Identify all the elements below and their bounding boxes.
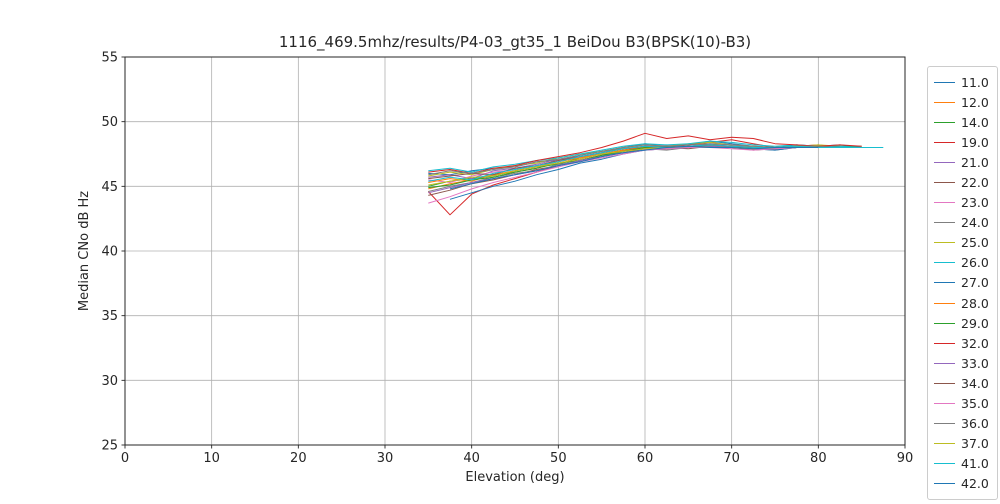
grid-lines <box>124 56 906 446</box>
legend-line-swatch <box>934 141 955 143</box>
legend-line-swatch <box>934 382 955 384</box>
x-tick-label: 70 <box>723 451 740 466</box>
legend-item-28.0: 28.0 <box>934 293 991 313</box>
x-tick-label: 60 <box>637 451 654 466</box>
legend-label: 27.0 <box>961 275 989 291</box>
legend-line-swatch <box>934 242 955 244</box>
legend-label: 29.0 <box>961 315 989 331</box>
legend-item-34.0: 34.0 <box>934 373 991 393</box>
legend-line-swatch <box>934 262 955 264</box>
legend-item-24.0: 24.0 <box>934 213 991 233</box>
legend-label: 14.0 <box>961 114 989 130</box>
legend-line-swatch <box>934 322 955 324</box>
series-lines <box>427 132 884 216</box>
legend-line-swatch <box>934 222 955 224</box>
legend-item-36.0: 36.0 <box>934 414 991 434</box>
legend-item-11.0: 11.0 <box>934 72 991 92</box>
legend-label: 22.0 <box>961 175 989 191</box>
legend-label: 23.0 <box>961 195 989 211</box>
legend-item-42.0: 42.0 <box>934 474 991 494</box>
series-line-32.0 <box>428 132 862 174</box>
legend-line-swatch <box>934 362 955 364</box>
y-tick-label: 40 <box>101 245 118 260</box>
legend-item-12.0: 12.0 <box>934 92 991 112</box>
legend-line-swatch <box>934 282 955 284</box>
x-tick-label: 80 <box>810 451 827 466</box>
legend-item-19.0: 19.0 <box>934 132 991 152</box>
legend-item-33.0: 33.0 <box>934 353 991 373</box>
legend-label: 25.0 <box>961 235 989 251</box>
legend-item-41.0: 41.0 <box>934 454 991 474</box>
legend-line-swatch <box>934 202 955 204</box>
legend-label: 19.0 <box>961 134 989 150</box>
legend-label: 26.0 <box>961 255 989 271</box>
legend-item-14.0: 14.0 <box>934 112 991 132</box>
legend-label: 28.0 <box>961 295 989 311</box>
legend-label: 32.0 <box>961 335 989 351</box>
legend-item-23.0: 23.0 <box>934 193 991 213</box>
y-tick-label: 35 <box>101 309 118 324</box>
x-tick-label: 30 <box>377 451 394 466</box>
legend-line-swatch <box>934 81 955 83</box>
legend-item-25.0: 25.0 <box>934 233 991 253</box>
x-tick-label: 0 <box>121 451 129 466</box>
x-tick-label: 50 <box>550 451 567 466</box>
legend-item-32.0: 32.0 <box>934 333 991 353</box>
legend-item-35.0: 35.0 <box>934 394 991 414</box>
legend-line-swatch <box>934 302 955 304</box>
x-axis-label: Elevation (deg) <box>465 470 564 485</box>
chart-title: 1116_469.5mhz/results/P4-03_gt35_1 BeiDo… <box>279 33 751 52</box>
legend: 11.0 12.0 14.0 19.0 21.0 22.0 23.0 24.0 25.0 26.0… <box>927 66 998 500</box>
legend-label: 37.0 <box>961 436 989 452</box>
y-axis-label: Median CNo dB Hz <box>77 191 92 311</box>
legend-label: 33.0 <box>961 355 989 371</box>
legend-label: 41.0 <box>961 456 989 472</box>
legend-item-21.0: 21.0 <box>934 152 991 172</box>
legend-label: 36.0 <box>961 416 989 432</box>
x-tick-label: 10 <box>203 451 220 466</box>
y-tick-label: 55 <box>101 51 118 66</box>
series-line-41.0 <box>428 144 884 182</box>
legend-line-swatch <box>934 101 955 103</box>
y-tick-label: 45 <box>101 180 118 195</box>
x-tick-label: 40 <box>463 451 480 466</box>
legend-line-swatch <box>934 182 955 184</box>
legend-line-swatch <box>934 121 955 123</box>
legend-line-swatch <box>934 483 955 485</box>
series-line-35.0 <box>428 147 797 204</box>
legend-item-29.0: 29.0 <box>934 313 991 333</box>
axes: 0 10 20 30 40 50 60 70 80 90 25 30 35 40 45 50 55 <box>101 51 913 467</box>
legend-label: 34.0 <box>961 375 989 391</box>
legend-item-27.0: 27.0 <box>934 273 991 293</box>
legend-line-swatch <box>934 403 955 405</box>
legend-label: 11.0 <box>961 74 989 90</box>
y-tick-label: 25 <box>101 439 118 454</box>
series-line-26.0 <box>428 140 862 173</box>
x-tick-label: 90 <box>897 451 914 466</box>
legend-line-swatch <box>934 161 955 163</box>
legend-label: 12.0 <box>961 94 989 110</box>
legend-line-swatch <box>934 342 955 344</box>
legend-item-22.0: 22.0 <box>934 172 991 192</box>
x-tick-label: 20 <box>290 451 307 466</box>
legend-label: 42.0 <box>961 476 989 492</box>
legend-line-swatch <box>934 463 955 465</box>
legend-item-37.0: 37.0 <box>934 434 991 454</box>
legend-label: 35.0 <box>961 396 989 412</box>
legend-label: 24.0 <box>961 215 989 231</box>
legend-line-swatch <box>934 423 955 425</box>
legend-item-26.0: 26.0 <box>934 253 991 273</box>
y-tick-label: 50 <box>101 115 118 130</box>
legend-line-swatch <box>934 443 955 445</box>
y-tick-label: 30 <box>101 374 118 389</box>
series-line-42.0 <box>449 145 819 190</box>
legend-label: 21.0 <box>961 154 989 170</box>
